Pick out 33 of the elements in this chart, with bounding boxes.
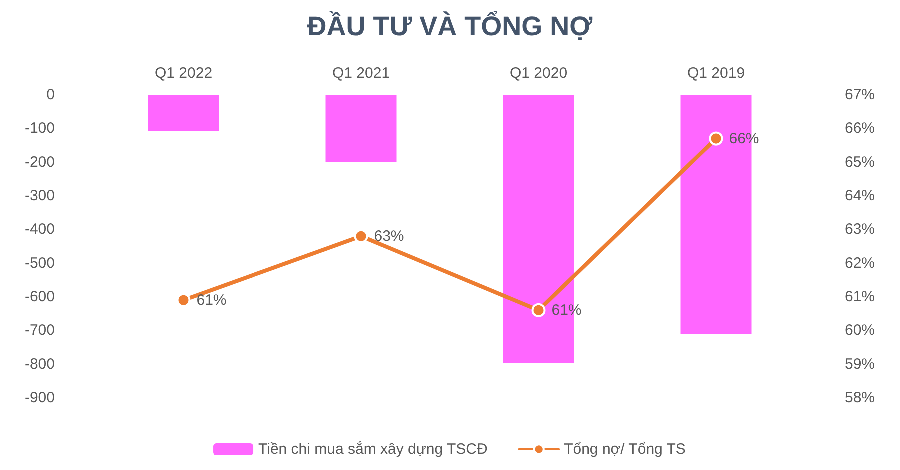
x-tick-label: Q1 2020 bbox=[510, 65, 568, 82]
point bbox=[709, 132, 724, 146]
point bbox=[176, 293, 191, 308]
x-tick-label: Q1 2019 bbox=[687, 65, 746, 82]
y2-tick-label: 61% bbox=[845, 288, 876, 306]
y2-tick-label: 58% bbox=[845, 390, 876, 406]
y2-tick-label: 64% bbox=[845, 188, 876, 204]
chart-title: ĐẦU TƯ VÀ TỔNG NỢ bbox=[307, 10, 593, 42]
x-tick-label: Q1 2021 bbox=[332, 65, 390, 82]
y-tick-label: -500 bbox=[24, 254, 55, 272]
y-tick-label: 0 bbox=[46, 86, 55, 104]
y2-tick-label: 62% bbox=[845, 254, 876, 272]
y-tick-label: -800 bbox=[24, 356, 55, 373]
legend-label: Tổng nợ/ Tổng TS bbox=[564, 441, 686, 458]
legend-label: Tiền chi mua sắm xây dựng TSCĐ bbox=[258, 440, 488, 458]
y-tick-label: -300 bbox=[24, 188, 55, 204]
y2-tick-label: 66% bbox=[845, 120, 876, 138]
y2-tick-label: 63% bbox=[845, 221, 876, 238]
y2-tick-label: 65% bbox=[845, 154, 876, 171]
y-tick-label: -900 bbox=[24, 390, 55, 406]
data-label: 61% bbox=[196, 292, 227, 309]
y-tick-label: -200 bbox=[24, 154, 55, 171]
y-tick-label: -400 bbox=[24, 221, 55, 238]
x-tick-label: Q1 2022 bbox=[154, 65, 213, 82]
y-tick-label: -100 bbox=[24, 120, 55, 138]
y2-tick-label: 67% bbox=[845, 86, 876, 104]
data-label: 63% bbox=[374, 228, 404, 245]
y2-tick-label: 60% bbox=[845, 322, 876, 340]
y-tick-label: -600 bbox=[24, 288, 55, 306]
y2-tick-label: 59% bbox=[845, 356, 876, 373]
y-tick-label: -700 bbox=[24, 322, 55, 340]
point bbox=[354, 229, 368, 244]
point bbox=[532, 303, 546, 318]
